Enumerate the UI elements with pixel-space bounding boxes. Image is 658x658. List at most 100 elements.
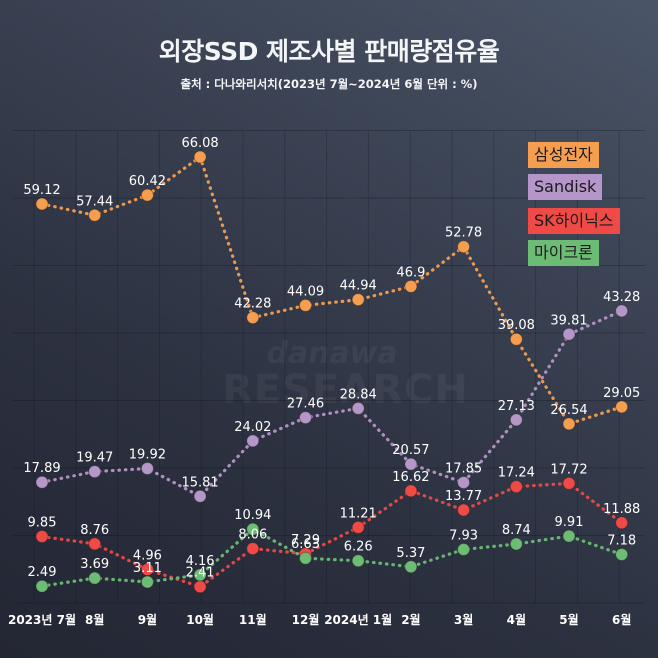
watermark: danawa RESEARCH — [222, 336, 469, 413]
data-labels: 59.12 57.44 60.42 66.08 42.28 44.09 44.94 46.9 5… — [23, 136, 640, 581]
data-label-sk-hynix: 8.76 — [80, 523, 109, 538]
watermark-line2: RESEARCH — [222, 367, 469, 413]
data-label-sk-hynix: 4.96 — [133, 549, 162, 564]
data-point-sk-hynix — [246, 542, 260, 556]
data-point-sandisk — [404, 457, 418, 471]
data-point-micron — [457, 542, 471, 556]
data-label-sk-hynix: 16.62 — [392, 470, 429, 485]
x-tick-label: 11월 — [239, 612, 267, 627]
data-point-samsung — [35, 197, 49, 211]
data-label-samsung: 66.08 — [181, 136, 218, 151]
legend-item-micron: 마이크론 — [528, 240, 599, 266]
data-point-sk-hynix — [509, 480, 523, 494]
data-label-samsung: 46.9 — [396, 265, 425, 280]
series-line-samsung — [40, 155, 624, 426]
x-tick-label: 8월 — [85, 612, 104, 627]
chart-subtitle: 출처 : 다나와리서치(2023년 7월~2024년 6월 단위 : %) — [180, 77, 478, 91]
data-point-samsung — [562, 417, 576, 431]
x-tick-label: 10월 — [186, 612, 214, 627]
data-label-sk-hynix: 11.21 — [340, 506, 377, 521]
data-point-sk-hynix — [351, 520, 365, 534]
data-point-sandisk — [246, 434, 260, 448]
data-point-sk-hynix — [88, 537, 102, 551]
data-point-samsung — [457, 240, 471, 254]
data-label-sk-hynix: 2.41 — [186, 566, 215, 581]
data-label-micron: 3.11 — [133, 561, 162, 576]
data-point-sk-hynix — [562, 476, 576, 490]
data-label-sandisk: 27.46 — [287, 397, 324, 412]
data-label-sk-hynix: 8.06 — [238, 528, 267, 543]
data-label-sandisk: 19.47 — [76, 451, 113, 466]
data-point-sandisk — [509, 413, 523, 427]
data-point-micron — [246, 522, 260, 536]
data-label-sandisk: 20.57 — [392, 443, 429, 458]
data-point-sk-hynix — [457, 503, 471, 517]
x-axis-tick-labels: 2023년 7월 8월 9월 10월 11월 12월 2024년 1월 2월 3월 4월 5월 6월 — [8, 612, 631, 627]
data-label-sandisk: 43.28 — [603, 290, 640, 305]
data-point-micron — [88, 571, 102, 585]
data-label-sandisk: 28.84 — [340, 387, 377, 402]
data-label-micron: 4.16 — [186, 554, 215, 569]
data-point-sandisk — [457, 476, 471, 490]
data-point-sandisk — [35, 475, 49, 489]
data-label-sk-hynix: 13.77 — [445, 489, 482, 504]
data-label-sandisk: 17.89 — [23, 461, 60, 476]
data-label-samsung: 39.08 — [498, 318, 535, 333]
x-tick-label: 5월 — [559, 612, 578, 627]
data-label-samsung: 42.28 — [234, 297, 271, 312]
data-point-samsung — [140, 188, 154, 202]
data-point-micron — [35, 579, 49, 593]
data-label-micron: 9.91 — [555, 515, 584, 530]
data-point-micron — [140, 575, 154, 589]
data-label-sk-hynix: 9.85 — [28, 516, 57, 531]
data-point-samsung — [88, 208, 102, 222]
data-label-sk-hynix: 17.24 — [498, 466, 535, 481]
data-label-sandisk: 24.02 — [234, 420, 271, 435]
data-point-samsung — [509, 332, 523, 346]
x-tick-label: 2024년 1월 — [324, 612, 392, 627]
data-label-samsung: 44.94 — [340, 279, 377, 294]
data-point-sandisk — [299, 411, 312, 425]
data-point-samsung — [351, 293, 365, 307]
data-point-samsung — [615, 400, 629, 414]
data-label-samsung: 29.05 — [603, 386, 640, 401]
data-point-sk-hynix — [140, 563, 154, 577]
data-point-sk-hynix — [615, 516, 629, 530]
series-line-sandisk — [40, 309, 624, 498]
data-point-sandisk — [193, 489, 207, 503]
data-label-sandisk: 17.85 — [445, 462, 482, 477]
series-line-micron — [40, 527, 624, 588]
data-point-micron — [351, 554, 365, 568]
x-tick-label: 12월 — [292, 612, 320, 627]
data-label-micron: 7.93 — [449, 528, 478, 543]
data-label-micron: 8.74 — [502, 523, 531, 538]
data-label-micron: 5.37 — [396, 546, 425, 561]
data-point-sandisk — [615, 304, 629, 318]
data-label-micron: 6.26 — [344, 540, 373, 555]
data-label-sk-hynix: 7.29 — [291, 533, 320, 548]
data-label-sandisk: 15.81 — [181, 475, 218, 490]
data-point-sandisk — [88, 465, 102, 479]
data-point-micron — [509, 537, 523, 551]
data-label-micron: 10.94 — [234, 508, 271, 523]
data-label-samsung: 26.54 — [550, 403, 587, 418]
watermark-line1: danawa — [266, 336, 398, 371]
series-lines — [40, 155, 624, 589]
data-label-sandisk: 19.92 — [129, 448, 166, 463]
data-point-micron — [404, 560, 418, 574]
data-label-sk-hynix: 11.88 — [603, 502, 640, 517]
x-tick-label: 6월 — [612, 612, 631, 627]
data-label-micron: 3.69 — [80, 557, 109, 572]
data-label-sandisk: 27.13 — [498, 399, 535, 414]
data-label-samsung: 44.09 — [287, 284, 324, 299]
data-point-sandisk — [140, 462, 154, 476]
data-label-sk-hynix: 17.72 — [550, 462, 587, 477]
x-tick-label: 3월 — [454, 612, 473, 627]
data-label-micron: 6.63 — [291, 537, 320, 552]
data-label-micron: 7.18 — [607, 534, 636, 549]
data-point-micron — [562, 529, 576, 543]
chart-title: 외장SSD 제조사별 판매량점유율 — [158, 37, 500, 66]
data-points — [35, 150, 629, 594]
